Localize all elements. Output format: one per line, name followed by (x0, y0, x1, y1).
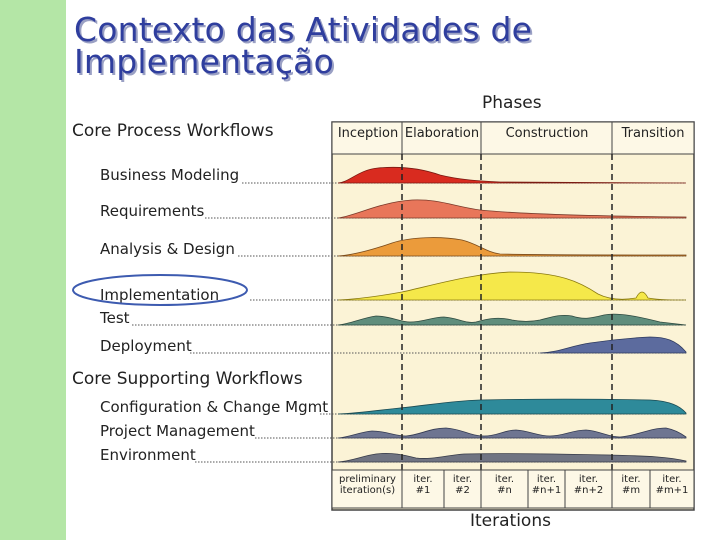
iteration-dividers (401, 470, 651, 508)
slide-title: Contexto das Atividades de Implementação (74, 10, 634, 81)
slide-title-line-1: Contexto das Atividades de (74, 10, 533, 49)
hump-project-mgmt (337, 427, 687, 439)
phase-label-construction: Construction (505, 126, 589, 141)
workflow-label-analysis-design: Analysis & Design (100, 240, 235, 258)
iteration-label: iter. #1 (413, 474, 433, 496)
iteration-label: iter. #2 (452, 474, 473, 496)
iteration-label: iter. #m+1 (655, 474, 689, 496)
iteration-label: iter. #n+2 (573, 474, 604, 496)
iteration-label: preliminary iteration(s) (339, 474, 396, 496)
implementation-highlight-ellipse (72, 274, 248, 306)
phase-header-row (331, 121, 695, 155)
hump-test (337, 313, 687, 326)
workflow-label-project-mgmt: Project Management (100, 422, 255, 440)
hump-implementation (337, 271, 687, 301)
iterations-title: Iterations (470, 511, 551, 531)
hump-deployment (539, 336, 687, 354)
hump-environment (337, 452, 687, 463)
core-process-heading: Core Process Workflows (72, 121, 274, 141)
workflow-label-business-modeling: Business Modeling (100, 166, 240, 184)
workflow-label-config-change: Configuration & Change Mgmt (100, 398, 329, 416)
iteration-label: iter. #n+1 (531, 474, 562, 496)
hump-config-change (337, 398, 687, 415)
slide-sidebar-bar (0, 0, 66, 540)
phase-label-inception: Inception (337, 126, 399, 141)
hump-analysis-design (337, 237, 687, 257)
phase-label-elaboration: Elaboration (404, 126, 480, 141)
hump-business-modeling (337, 166, 687, 184)
iteration-label: iter. #m (621, 474, 641, 496)
phase-boundaries (401, 154, 613, 470)
workflow-label-requirements: Requirements (100, 202, 205, 220)
hump-requirements (337, 199, 687, 219)
workflow-label-deployment: Deployment (100, 337, 192, 355)
phases-title: Phases (482, 93, 542, 113)
workflow-label-test: Test (100, 309, 130, 327)
phase-label-transition: Transition (621, 126, 685, 141)
iteration-row (331, 469, 695, 509)
slide-title-line-2: Implementação (74, 42, 334, 81)
iteration-label: iter. #n (494, 474, 515, 496)
workflow-label-implementation: Implementation (100, 286, 220, 304)
workflow-label-environment: Environment (100, 446, 196, 464)
core-supporting-heading: Core Supporting Workflows (72, 369, 303, 389)
